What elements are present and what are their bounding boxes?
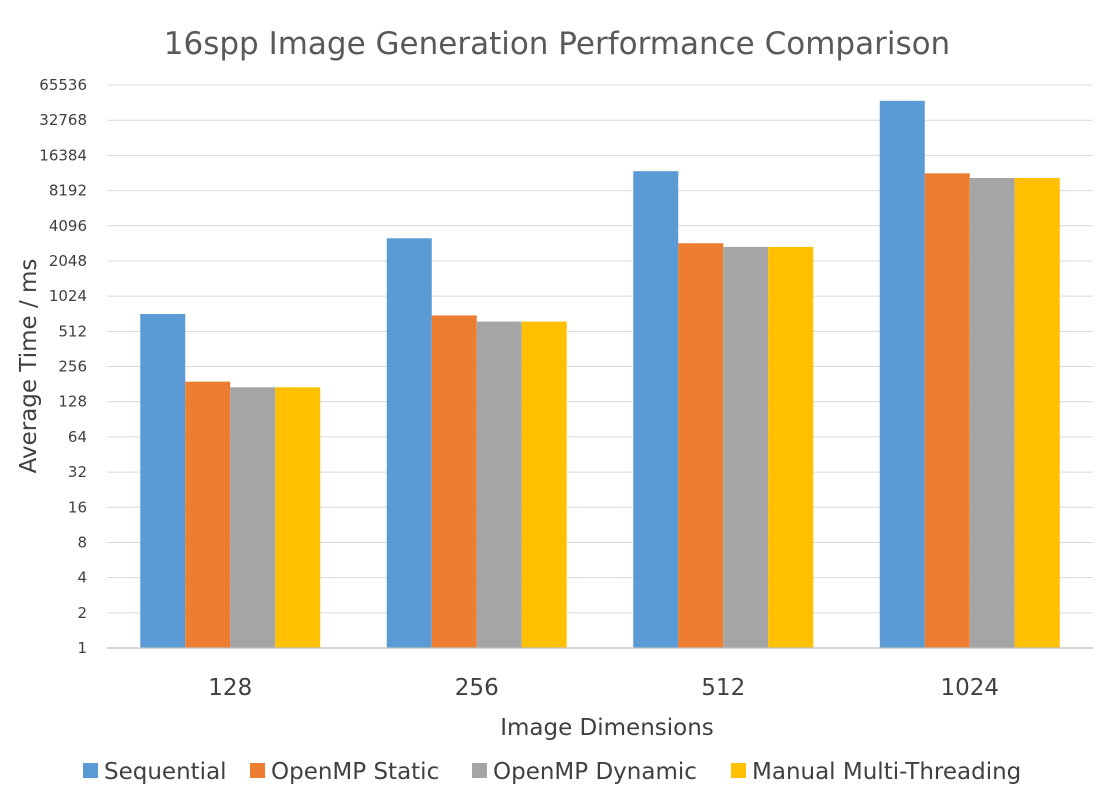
bar: [879, 100, 925, 648]
x-tick-label: 128: [208, 675, 252, 701]
y-tick-label: 8: [77, 533, 87, 551]
bar: [140, 314, 186, 648]
y-tick-label: 1024: [49, 287, 87, 305]
y-tick-label: 4: [77, 569, 87, 587]
y-tick-label: 128: [58, 393, 87, 411]
legend-swatch: [250, 763, 265, 778]
y-tick-label: 32: [68, 463, 87, 481]
y-tick-label: 256: [58, 358, 87, 376]
x-axis-ticks: 128 256 512 1024: [208, 675, 999, 701]
bar: [678, 243, 724, 648]
y-tick-label: 2048: [49, 252, 87, 270]
legend: Sequential OpenMP Static OpenMP Dynamic Man…: [83, 759, 1021, 785]
y-tick-label: 2: [77, 604, 87, 622]
y-tick-label: 16: [68, 498, 87, 516]
chart-title: 16spp Image Generation Performance Compa…: [164, 26, 950, 62]
bar: [431, 315, 477, 648]
x-tick-label: 1024: [940, 675, 999, 701]
y-tick-label: 512: [58, 322, 87, 340]
bar: [768, 246, 814, 648]
legend-label: Sequential: [104, 759, 227, 785]
x-tick-label: 512: [701, 675, 745, 701]
bar: [230, 387, 276, 648]
bar: [1014, 177, 1060, 648]
legend-label: Manual Multi-Threading: [752, 759, 1021, 785]
y-tick-label: 32768: [39, 111, 87, 129]
legend-label: OpenMP Static: [271, 759, 439, 785]
bar: [723, 246, 769, 648]
y-tick-label: 8192: [49, 182, 87, 200]
legend-swatch: [472, 763, 487, 778]
y-tick-label: 64: [68, 428, 87, 446]
bar: [521, 321, 567, 648]
y-tick-label: 1: [77, 639, 87, 657]
bar: [633, 171, 679, 648]
bar: [386, 238, 432, 649]
legend-swatch: [731, 763, 746, 778]
y-tick-label: 4096: [49, 217, 87, 235]
bar: [275, 387, 321, 648]
y-axis-ticks: 1 2 4 8 16 32 64 128 256 512 1024 2048 4096 8192 16384…: [39, 76, 87, 657]
bar: [185, 381, 231, 648]
bar: [969, 177, 1015, 648]
bars: [140, 100, 1060, 649]
y-tick-label: 65536: [39, 76, 87, 94]
legend-label: OpenMP Dynamic: [493, 759, 697, 785]
y-tick-label: 16384: [39, 146, 87, 164]
legend-swatch: [83, 763, 98, 778]
x-axis-label: Image Dimensions: [500, 715, 714, 741]
y-axis-label: Average Time / ms: [16, 259, 42, 474]
bar: [476, 321, 522, 648]
x-tick-label: 256: [455, 675, 499, 701]
bar: [924, 173, 970, 648]
